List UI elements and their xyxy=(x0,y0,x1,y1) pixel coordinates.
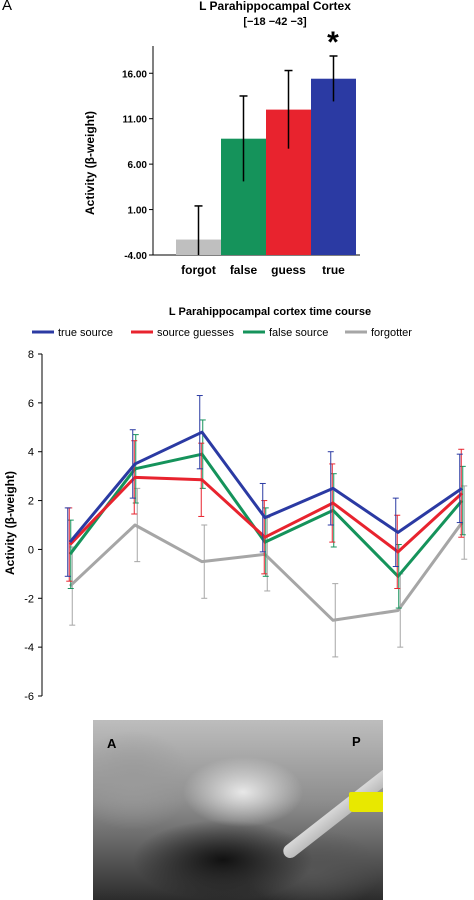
line-y-tick-label: -6 xyxy=(24,691,34,703)
panel-letter: A xyxy=(2,0,13,14)
legend-label: false source xyxy=(269,327,328,339)
significance-marker: * xyxy=(327,26,339,59)
legend-label: true source xyxy=(58,327,113,339)
bar-y-tick-label: 11.00 xyxy=(123,115,148,126)
legend-label: forgotter xyxy=(371,327,412,339)
line-chart-legend: true source source guesses false source for… xyxy=(32,327,412,339)
bar-x-tick-label: forgot xyxy=(181,263,216,277)
bar-chart-ylabel: Activity (β-weight) xyxy=(83,111,97,215)
line-y-tick-label: -4 xyxy=(24,642,34,654)
line-y-tick-label: 2 xyxy=(28,496,34,508)
line-y-tick-label: 0 xyxy=(28,544,34,556)
bar-x-tick-label: false xyxy=(230,263,258,277)
bar-x-tick-label: true xyxy=(322,263,345,277)
posterior-label: P xyxy=(352,734,361,749)
bar-y-tick-label: 6.00 xyxy=(128,160,148,171)
bar-y-tick-label: 1.00 xyxy=(128,206,148,217)
series-line-forgotter xyxy=(68,521,464,622)
anterior-label: A xyxy=(107,736,117,751)
line-y-tick-label: 6 xyxy=(28,398,34,410)
line-y-tick-label: -2 xyxy=(24,593,34,605)
series-line-true-source xyxy=(68,430,463,544)
line-chart-title: L Parahippocampal cortex time course xyxy=(169,306,371,318)
bar-chart-title: L Parahippocampal Cortex xyxy=(199,0,351,13)
line-chart-ylabel: Activity (β-weight) xyxy=(3,471,17,575)
bar-y-tick-label: -4.00 xyxy=(124,251,147,262)
line-y-tick-label: 4 xyxy=(28,447,34,459)
activation-spot xyxy=(349,792,383,812)
bar-y-tick-label: 16.00 xyxy=(122,69,147,80)
series-line-source-guesses xyxy=(68,475,464,554)
bar-chart: L Parahippocampal Cortex [−18 −42 −3] Ac… xyxy=(83,0,360,277)
bar-true xyxy=(311,78,356,255)
series-line-false-source xyxy=(68,452,464,578)
brain-mri-image: A P xyxy=(93,720,383,900)
legend-label: source guesses xyxy=(157,327,235,339)
line-chart: L Parahippocampal cortex time course tru… xyxy=(3,306,468,703)
line-y-tick-label: 8 xyxy=(28,349,34,361)
bar-x-tick-label: guess xyxy=(271,263,306,277)
bar-chart-subtitle: [−18 −42 −3] xyxy=(243,16,307,28)
